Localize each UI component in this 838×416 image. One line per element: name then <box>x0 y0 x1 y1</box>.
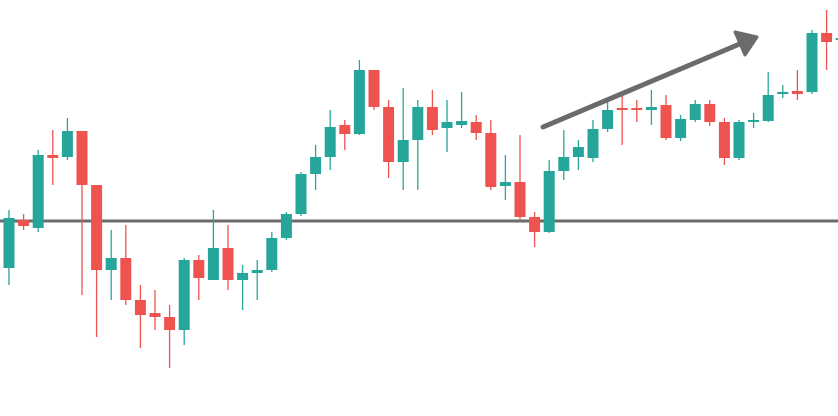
candle-body <box>412 107 424 140</box>
candle-body <box>718 122 730 158</box>
candle-body <box>426 107 438 130</box>
candle-body <box>368 70 380 107</box>
trend-arrow-head <box>733 30 759 57</box>
candle-body <box>266 238 278 270</box>
candle-body <box>3 218 15 268</box>
candle-body <box>748 120 760 122</box>
candle-body <box>105 258 117 270</box>
candle-body <box>558 157 570 171</box>
candle-body <box>61 131 73 157</box>
candle-body <box>631 108 643 110</box>
candle-body <box>806 33 818 92</box>
candle-body <box>762 95 774 121</box>
candle-body <box>353 70 365 134</box>
candle-body <box>251 270 263 273</box>
candle-body <box>222 248 234 280</box>
candle-body <box>485 133 497 187</box>
candle-body <box>18 220 30 226</box>
candle-body <box>689 104 701 120</box>
candle-body <box>134 300 146 315</box>
candle-body <box>120 258 132 300</box>
candle-body <box>164 317 176 330</box>
candle-body <box>587 129 599 158</box>
candle-body <box>441 122 453 128</box>
candle-body <box>602 110 614 129</box>
candle-body <box>514 182 526 217</box>
candle-body <box>32 155 44 228</box>
candle-body <box>675 119 687 138</box>
candle-body <box>310 157 322 174</box>
candle-body <box>777 92 789 94</box>
candle-body <box>397 140 409 162</box>
candle-body <box>645 107 657 110</box>
candle-body <box>295 174 307 214</box>
candles <box>3 10 838 368</box>
candle-body <box>324 127 336 157</box>
candle-body <box>470 122 482 133</box>
candle-body <box>193 260 205 278</box>
candle-body <box>572 147 584 157</box>
candle-body <box>660 105 672 138</box>
candle-body <box>91 185 103 270</box>
trend-arrow <box>540 40 745 130</box>
candle-body <box>178 260 190 330</box>
candle-body <box>456 121 468 125</box>
candle-body <box>791 91 803 94</box>
candle-body <box>280 214 292 238</box>
candle-body <box>237 273 249 280</box>
candle-body <box>529 217 541 232</box>
candle-body <box>47 155 59 158</box>
candle-body <box>616 108 628 110</box>
candle-body <box>835 38 838 40</box>
candle-body <box>207 248 219 280</box>
candle-body <box>543 171 555 232</box>
candle-body <box>821 33 833 42</box>
candle-body <box>499 182 511 186</box>
candle-body <box>704 104 716 122</box>
candle-body <box>149 313 161 317</box>
candle-body <box>339 125 351 134</box>
candle-body <box>383 107 395 162</box>
candle-body <box>76 131 88 185</box>
candle-body <box>733 122 745 158</box>
